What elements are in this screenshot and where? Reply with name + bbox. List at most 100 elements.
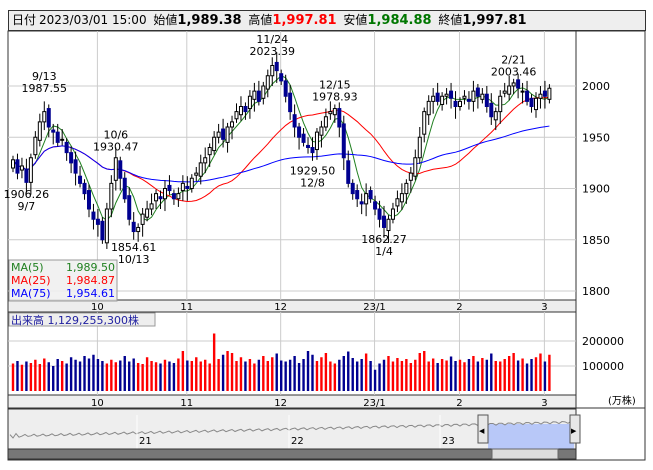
candle-body [46, 108, 51, 128]
volume-tick-label: 100000 [582, 360, 624, 373]
annotation-price: 2023.39 [250, 45, 296, 58]
candle-body [306, 144, 311, 148]
volume-tick-label: 200000 [582, 335, 624, 348]
candle-body [502, 90, 507, 94]
volume-bar [297, 363, 301, 391]
ohlc-header: 日付 2023/03/01 15:00 始値1,989.38 高値1,997.81… [8, 10, 646, 31]
candle-body [422, 111, 427, 135]
volume-bar [163, 359, 167, 391]
candle-body [86, 190, 91, 210]
caret-right-icon: ▶ [571, 427, 577, 435]
candle-body [328, 111, 333, 115]
volume-bar [548, 354, 551, 391]
x-tick-label: 2 [456, 398, 462, 409]
candle-body [453, 100, 458, 107]
ma75-line [12, 125, 550, 183]
candle-body [122, 177, 127, 200]
candle-body [212, 136, 217, 152]
candle-body [314, 131, 319, 151]
volume-bar [387, 356, 390, 391]
navigator-scroll-thumb[interactable] [491, 448, 559, 460]
volume-bar [275, 353, 278, 391]
volume-bar [440, 359, 444, 391]
annotation-price: 1854.61 [111, 241, 157, 254]
candle-body [417, 136, 422, 159]
annotation-price: 1862.27 [361, 233, 407, 246]
candle-body [533, 97, 538, 111]
candle-body [64, 141, 69, 154]
candle-body [301, 133, 306, 143]
candle-body [247, 95, 252, 110]
candle-body [24, 168, 29, 183]
high-value: 1,997.81 [272, 13, 337, 28]
candle-body [359, 201, 364, 205]
candle-body [493, 111, 498, 121]
volume-bar [195, 357, 198, 391]
candle-body [489, 102, 494, 118]
candle-body [225, 126, 230, 143]
volume-bar [271, 357, 274, 391]
candle-body [435, 92, 440, 102]
navigator-right-handle[interactable] [569, 414, 581, 444]
high-label: 高値 [248, 13, 273, 27]
volume-bar [311, 354, 314, 391]
volume-bar [351, 358, 354, 391]
volume-bar [199, 361, 202, 391]
candle-body [113, 157, 118, 181]
candle-body [458, 100, 462, 107]
candle-body [440, 95, 445, 105]
price-tick-label: 1900 [582, 183, 610, 196]
volume-bar [364, 353, 368, 391]
annotation-price: 1978.93 [312, 91, 358, 104]
candle-body [337, 108, 342, 128]
volume-bar [507, 356, 511, 391]
volume-bar [262, 356, 265, 391]
y-axis-area [575, 30, 646, 409]
x-axis-strip-main [7, 299, 577, 313]
navigator-left-handle[interactable] [477, 414, 489, 444]
candle-body [28, 157, 33, 183]
volume-bar [150, 361, 153, 391]
price-tick-label: 1800 [582, 285, 610, 298]
candle-body [180, 182, 185, 192]
price-tick-label: 2000 [582, 80, 610, 93]
open-label: 始値 [153, 13, 178, 27]
candle-body [33, 136, 38, 156]
volume-bar [168, 361, 171, 391]
legend-ma75-label: MA(75) [11, 287, 51, 300]
annotation-date: 11/24 [256, 33, 288, 46]
candle-body [364, 193, 369, 205]
annotation-price: 2003.46 [491, 65, 537, 78]
volume-bar [458, 359, 462, 391]
volume-bar [476, 361, 480, 391]
low-value: 1,984.88 [367, 13, 432, 28]
volume-bar [248, 359, 252, 391]
candle-body [270, 65, 275, 77]
volume-bar [333, 363, 337, 391]
volume-bar [217, 359, 220, 391]
candle-body [42, 111, 47, 123]
volume-bar [449, 356, 453, 391]
candle-body [341, 123, 346, 159]
volume-bar [494, 361, 497, 391]
candle-body [292, 114, 297, 128]
candle-body [480, 93, 485, 100]
annotation-price: 1987.55 [22, 82, 68, 95]
candle-body [390, 208, 395, 220]
candle-body [131, 221, 136, 233]
volume-bar [119, 360, 122, 391]
close-value: 1,997.81 [462, 13, 527, 28]
volume-bar [141, 364, 144, 391]
annotation-date: 12/8 [300, 176, 325, 189]
candle-body [69, 152, 74, 164]
price-tick-label: 1850 [582, 234, 610, 247]
candle-body [15, 159, 20, 174]
ma-legend-box [8, 259, 118, 302]
volume-bar [293, 356, 296, 391]
volume-bar [530, 359, 533, 391]
candle-body [149, 203, 154, 210]
candle-body [332, 108, 337, 116]
legend-ma5-value: 1,989.50 [66, 261, 115, 274]
candle-body [100, 220, 105, 241]
